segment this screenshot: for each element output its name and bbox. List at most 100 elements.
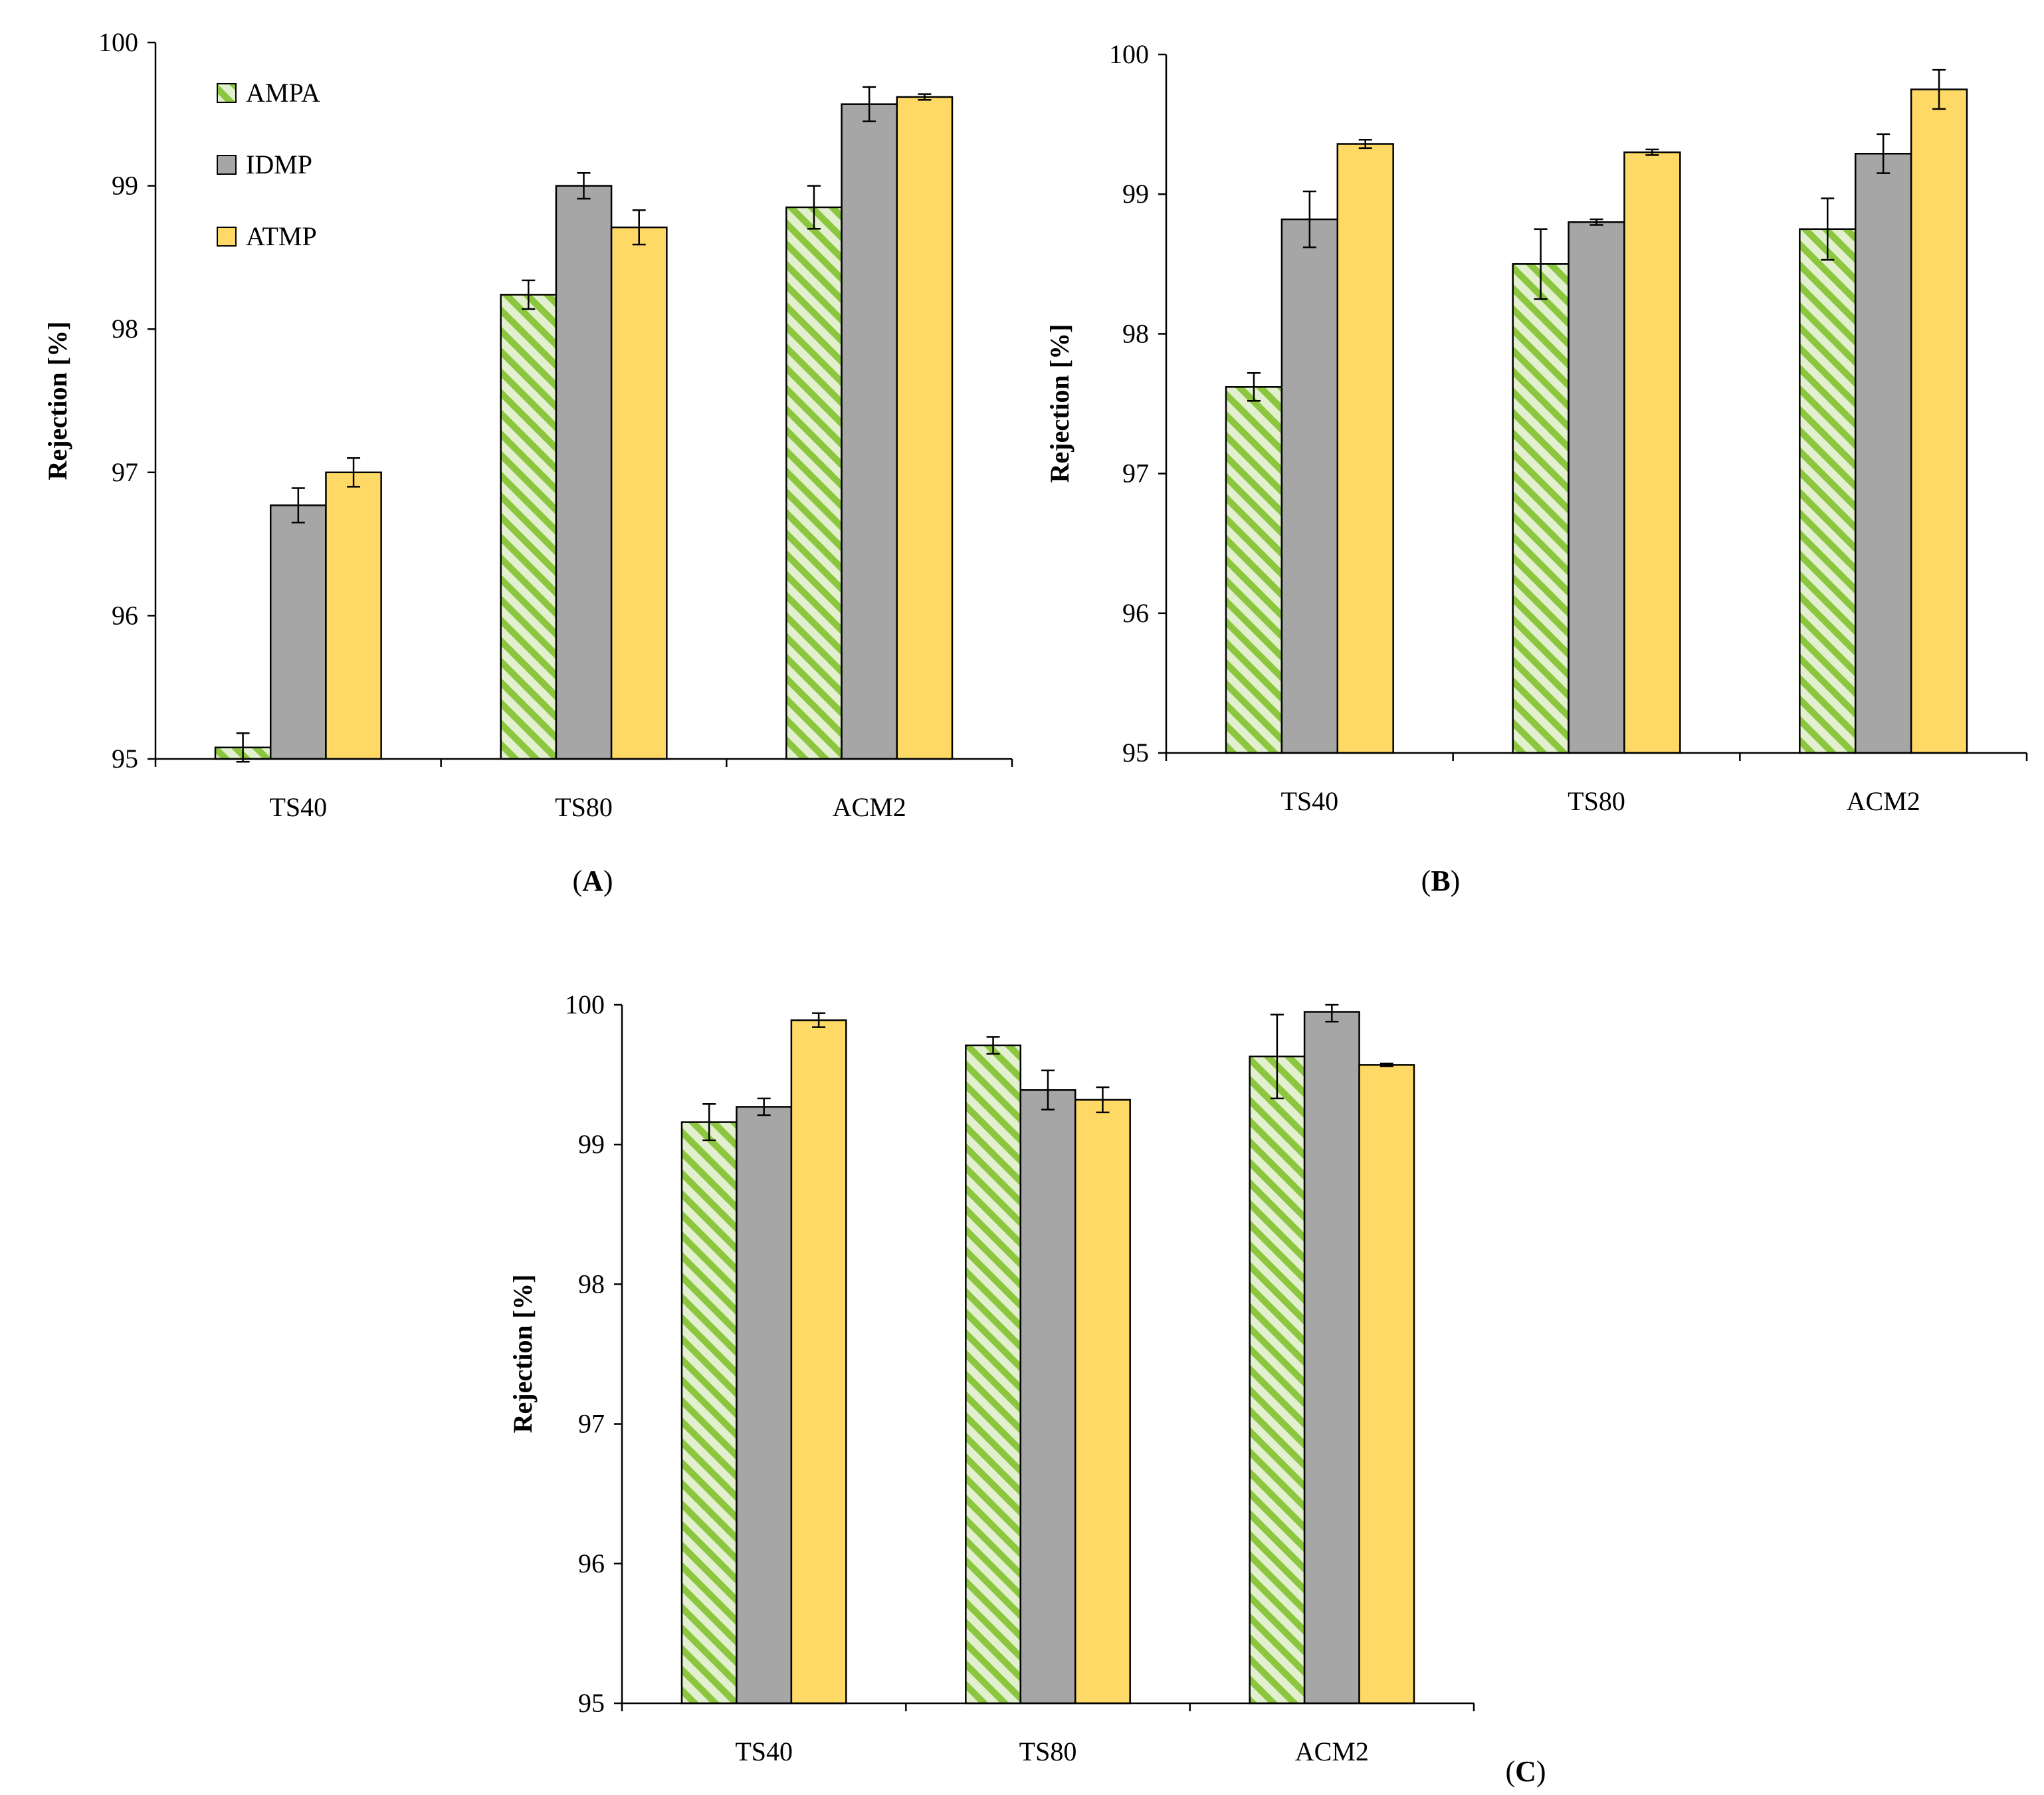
panel-a-y-tick-label-100: 100	[98, 27, 138, 57]
panel-b-y-tick-label-98: 98	[1122, 318, 1149, 348]
panel-a-bar-ts80-ampa	[500, 294, 558, 760]
panel-c-error-bars	[702, 1003, 1393, 1142]
panel-c-bar-ts40-atmp	[790, 1019, 847, 1705]
panel-a-bar-ts40-ampa-error-bar	[236, 732, 250, 763]
panel-b-bar-ts40-atmp	[1336, 143, 1394, 754]
panel-b-x-tick-label-ts80: TS80	[1568, 786, 1625, 816]
panel-c-y-tick-label-100: 100	[565, 990, 605, 1019]
panel-c-y-tick-label-98: 98	[578, 1269, 605, 1299]
panel-b-error-bars	[1247, 68, 1946, 402]
legend-ampa-swatch	[217, 83, 237, 103]
panel-c-x-tick-label-acm2: ACM2	[1295, 1737, 1369, 1766]
panel-c-bar-ts80-idmp-error-bar	[1041, 1069, 1055, 1110]
legend-atmp-swatch	[217, 227, 237, 247]
panel-b-bar-ts80-idmp-error-bar	[1589, 218, 1603, 226]
panel-c-label: (C)	[1505, 1755, 1546, 1788]
panel-a-bars	[214, 96, 954, 760]
panel-c-bar-acm2-ampa-error-bar	[1270, 1013, 1284, 1100]
panel-b-x-tick-label-ts40: TS40	[1280, 786, 1338, 816]
panel-a-bar-ts80-idmp-error-bar	[577, 171, 591, 200]
panel-b-bar-acm2-ampa	[1799, 228, 1857, 754]
legend-ampa-label: AMPA	[246, 78, 320, 108]
panel-b-bar-ts40-atmp-error-bar	[1358, 138, 1372, 150]
panel-a-bar-ts40-atmp-error-bar	[347, 457, 361, 488]
panel-a-y-tick-label-95: 95	[112, 744, 138, 774]
panel-b-y-tick-label-100: 100	[1109, 39, 1149, 69]
panel-b-bar-ts40-ampa-error-bar	[1247, 372, 1261, 402]
panel-a-bar-acm2-ampa	[785, 206, 843, 760]
panel-c-bar-ts40-ampa-error-bar	[702, 1103, 716, 1142]
panel-a-bar-acm2-idmp	[841, 103, 898, 760]
panel-a-bar-ts80-idmp	[555, 185, 613, 760]
panel-b-bar-acm2-ampa-error-bar	[1821, 197, 1835, 261]
panel-b-bar-ts40-idmp-error-bar	[1302, 190, 1316, 249]
panel-c-y-tick-label-99: 99	[578, 1129, 605, 1159]
panel-a-bar-ts40-idmp-error-bar	[291, 487, 305, 524]
panel-b-y-tick-label-95: 95	[1122, 738, 1149, 768]
panel-c-y-tick-label-97: 97	[578, 1409, 605, 1439]
panel-c-bar-ts80-ampa-error-bar	[986, 1036, 1000, 1055]
panel-b-bar-ts80-atmp-error-bar	[1645, 148, 1659, 156]
panel-b-bar-ts80-ampa	[1512, 263, 1570, 754]
panel-c-bar-acm2-atmp	[1358, 1064, 1415, 1705]
panel-c-x-tick-label-ts80: TS80	[1019, 1737, 1077, 1766]
panel-c-bar-ts40-idmp	[736, 1106, 793, 1705]
panel-b-y-axis-label: Rejection [%]	[1045, 324, 1074, 483]
panel-a-error-bars	[236, 86, 932, 763]
panel-b-y-tick-label-96: 96	[1122, 598, 1149, 628]
panel-b-bar-ts80-ampa-error-bar	[1534, 228, 1548, 300]
panel-c-bar-ts80-atmp-error-bar	[1096, 1086, 1110, 1114]
panel-a-letter: A	[582, 865, 603, 897]
panel-b-x-tick-label-acm2: ACM2	[1847, 786, 1920, 816]
panel-c-bar-ts40-idmp-error-bar	[757, 1097, 771, 1116]
panel-b-letter: B	[1431, 865, 1450, 897]
panel-c-letter: C	[1515, 1755, 1536, 1788]
panel-c-bar-acm2-idmp-error-bar	[1325, 1003, 1339, 1023]
panel-b-bars	[1225, 88, 1968, 754]
panel-a-bar-ts80-atmp-error-bar	[632, 209, 646, 246]
legend-idmp-swatch	[217, 155, 237, 175]
panel-b-bar-acm2-idmp	[1854, 152, 1912, 754]
panel-a-bar-ts80-ampa-error-bar	[522, 279, 536, 310]
panel-b-bar-ts40-idmp	[1280, 218, 1339, 754]
legend-atmp-label: ATMP	[246, 221, 317, 251]
panel-a-x-tick-label-ts80: TS80	[555, 792, 613, 822]
panel-c-bar-ts80-idmp	[1019, 1089, 1076, 1705]
panel-b-y-tick-label-99: 99	[1122, 179, 1149, 209]
panel-b-bar-acm2-idmp-error-bar	[1877, 133, 1891, 174]
panel-b-bar-ts40-ampa	[1225, 386, 1283, 754]
panel-a-bar-ts40-idmp	[269, 504, 327, 760]
panel-c-bar-ts80-atmp	[1074, 1099, 1131, 1705]
panel-b-label: (B)	[1421, 865, 1461, 897]
panel-c-bar-acm2-ampa	[1249, 1055, 1306, 1705]
panel-a-legend: AMPA IDMP ATMP	[217, 78, 320, 251]
panel-a-bar-acm2-atmp	[896, 96, 954, 760]
panel-a-y-tick-label-96: 96	[112, 600, 138, 630]
panel-a-bar-acm2-ampa-error-bar	[807, 185, 821, 230]
panel-b-bar-acm2-atmp	[1910, 88, 1968, 754]
panel-a-y-tick-label-99: 99	[112, 171, 138, 201]
panel-a-label: (A)	[572, 865, 613, 897]
panel-b-y-tick-label-97: 97	[1122, 459, 1149, 488]
panel-a-y-tick-label-97: 97	[112, 457, 138, 487]
panel-c-bar-ts40-ampa	[680, 1121, 738, 1705]
panel-c-y-tick-label-95: 95	[578, 1688, 605, 1718]
panel-b-bar-ts80-idmp	[1568, 221, 1625, 754]
panel-a-y-tick-label-98: 98	[112, 314, 138, 344]
panel-c-axes: TS40 TS80 ACM2 95 96 97 98 99 100	[565, 990, 1475, 1766]
panel-a-x-tick-label-ts40: TS40	[269, 792, 327, 822]
panel-c-bar-acm2-atmp-error-bar	[1380, 1063, 1393, 1067]
panel-b-bar-acm2-atmp-error-bar	[1932, 68, 1946, 110]
panel-a-bar-ts80-atmp	[610, 226, 668, 760]
panel-c-y-axis-label: Rejection [%]	[508, 1275, 538, 1433]
panel-c-bars	[680, 1011, 1415, 1705]
panel-c-bar-ts40-atmp-error-bar	[812, 1012, 826, 1028]
panel-b-axes: TS40 TS80 ACM2 95 96 97 98 99 100	[1109, 39, 2028, 816]
panel-a-y-axis-label: Rejection [%]	[43, 322, 72, 480]
panel-b-bar-ts80-atmp	[1623, 151, 1681, 754]
panel-a-axes: TS40 TS80 ACM2 95 96 97 98 99 100	[98, 27, 1013, 822]
panel-a-bar-ts40-atmp	[325, 471, 382, 760]
